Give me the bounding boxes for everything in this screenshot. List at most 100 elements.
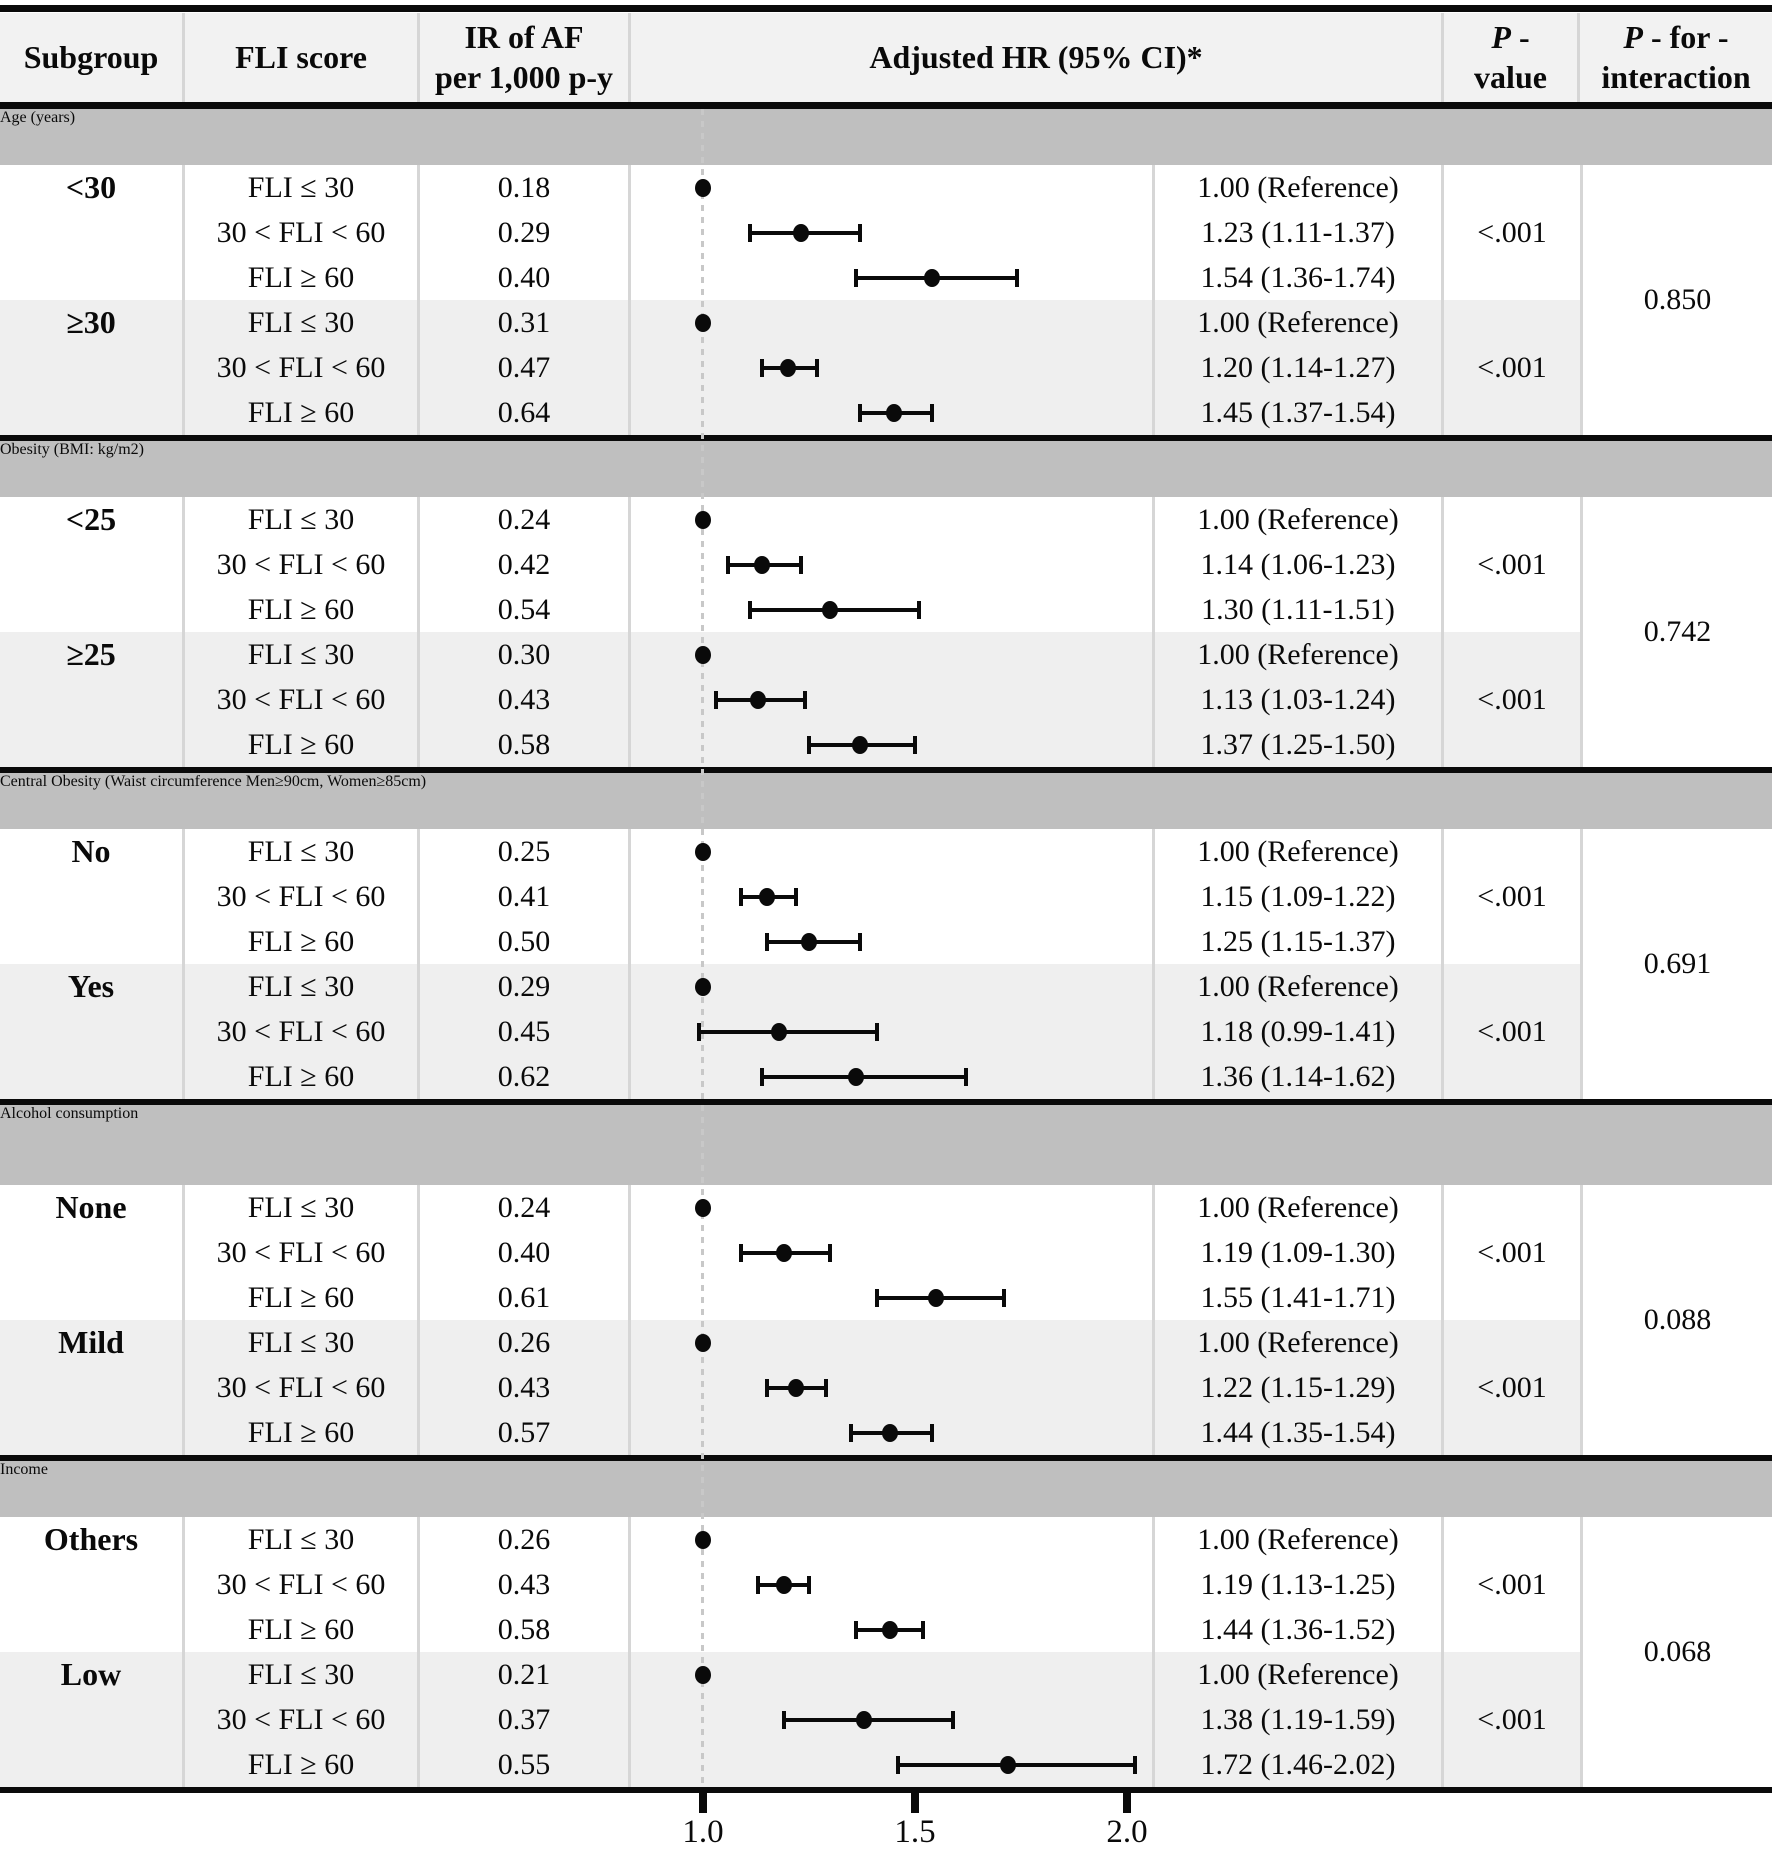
- hr-ci-text: 1.19 (1.09-1.30): [1200, 1236, 1396, 1269]
- subgroup-label-cell: No: [0, 829, 185, 964]
- x-axis-line: [0, 1787, 1772, 1793]
- fli-range-label: FLI ≤ 30: [247, 306, 355, 339]
- hr-ci-text: 1.22 (1.15-1.29): [1200, 1371, 1396, 1404]
- ci-cap-right: [807, 1576, 811, 1594]
- column-header-p-value-label: P - value: [1474, 19, 1547, 95]
- subgroup-label: Yes: [67, 968, 115, 1004]
- section-separator: [0, 1455, 1772, 1461]
- ir-value: 0.62: [497, 1060, 551, 1093]
- hr-ci-text: 1.18 (0.99-1.41): [1200, 1015, 1396, 1048]
- hr-ci-text: 1.72 (1.46-2.02): [1200, 1748, 1396, 1781]
- hr-text-cell: 1.00 (Reference) 1.13 (1.03-1.24) 1.37 (1.…: [1155, 632, 1444, 767]
- hr-text-cell: 1.00 (Reference) 1.14 (1.06-1.23) 1.30 (1.…: [1155, 497, 1444, 632]
- ci-cap-right: [857, 933, 862, 951]
- p-value-cell: <.001: [1444, 964, 1580, 1099]
- column-header-adjusted-hr: Adjusted HR (95% CI)*: [631, 13, 1444, 102]
- p-value: <.001: [1477, 879, 1547, 913]
- ci-cap-left: [696, 1023, 701, 1041]
- fli-range-label: FLI ≤ 30: [247, 1326, 355, 1359]
- subgroup-label-cell: Yes: [0, 964, 185, 1099]
- fli-range-label: FLI ≤ 30: [247, 1191, 355, 1224]
- hr-ci-text: 1.54 (1.36-1.74): [1200, 261, 1396, 294]
- ci-cap-right: [815, 359, 820, 377]
- ci-cap-left: [760, 359, 765, 377]
- hr-ci-text: 1.00 (Reference): [1197, 171, 1399, 204]
- hr-point-marker: [775, 1576, 792, 1594]
- p-value: <.001: [1477, 215, 1547, 249]
- p-value-cell: <.001: [1444, 1320, 1580, 1455]
- hr-ci-text: 1.38 (1.19-1.59): [1200, 1703, 1396, 1736]
- ir-value: 0.50: [497, 925, 551, 958]
- hr-ci-text: 1.13 (1.03-1.24): [1200, 683, 1396, 716]
- hr-point-marker: [695, 646, 711, 664]
- subgroup-label: <30: [65, 169, 117, 205]
- fli-range-label: FLI ≥ 60: [247, 1613, 355, 1646]
- ci-cap-left: [756, 1576, 761, 1594]
- hr-ci-text: 1.00 (Reference): [1197, 1191, 1399, 1224]
- ir-value: 0.43: [497, 683, 551, 716]
- fli-range-label: FLI ≤ 30: [247, 171, 355, 204]
- section-header-label: Income: [0, 1461, 48, 1478]
- fli-range-label: FLI ≥ 60: [247, 728, 355, 761]
- fli-range-label: FLI ≤ 30: [247, 1523, 355, 1556]
- ir-value: 0.29: [497, 970, 551, 1003]
- hr-point-marker: [750, 691, 767, 709]
- ci-cap-right: [951, 1711, 956, 1729]
- column-header-subgroup-label: Subgroup: [23, 38, 159, 75]
- hr-ci-text: 1.37 (1.25-1.50): [1200, 728, 1396, 761]
- ir-value: 0.61: [497, 1281, 551, 1314]
- ci-cap-left: [853, 1621, 858, 1639]
- ir-value: 0.54: [497, 593, 551, 626]
- hr-ci-text: 1.15 (1.09-1.22): [1200, 880, 1396, 913]
- ir-value: 0.40: [497, 261, 551, 294]
- reference-line: [701, 109, 704, 1787]
- ci-cap-right: [857, 224, 862, 242]
- subgroup-label: Others: [43, 1521, 139, 1557]
- p-value: <.001: [1477, 682, 1547, 716]
- section-header: Central Obesity (Waist circumference Men…: [0, 773, 1772, 829]
- ci-cap-right: [1002, 1289, 1007, 1307]
- hr-point-marker: [851, 736, 868, 754]
- ci-cap-left: [739, 1244, 744, 1262]
- p-value: <.001: [1477, 1370, 1547, 1404]
- p-value-cell: <.001: [1444, 1517, 1580, 1652]
- section-header: Obesity (BMI: kg/m2): [0, 441, 1772, 497]
- ci-cap-left: [807, 736, 811, 754]
- x-axis-tick: [1123, 1793, 1131, 1813]
- section-header-label: Age (years): [0, 109, 76, 126]
- hr-point-marker: [695, 511, 711, 529]
- p-interaction-cell: 0.850: [1580, 165, 1772, 435]
- ci-cap-right: [828, 1244, 833, 1262]
- hr-ci-text: 1.00 (Reference): [1197, 835, 1399, 868]
- fli-score-cell: FLI ≤ 30 30 < FLI < 60 FLI ≥ 60: [185, 165, 420, 300]
- forest-plot-cell: [631, 1320, 1155, 1455]
- ir-value: 0.25: [497, 835, 551, 868]
- hr-text-cell: 1.00 (Reference) 1.19 (1.09-1.30) 1.55 (1.…: [1155, 1185, 1444, 1320]
- column-header-ir-label: IR of AF per 1,000 p-y: [434, 19, 614, 95]
- ir-value: 0.43: [497, 1371, 551, 1404]
- hr-point-marker: [788, 1379, 805, 1397]
- section-header-label: Obesity (BMI: kg/m2): [0, 441, 144, 458]
- ir-value: 0.40: [497, 1236, 551, 1269]
- hr-point-marker: [779, 359, 796, 377]
- ci-cap-right: [913, 736, 917, 754]
- ci-cap-right: [1133, 1756, 1138, 1774]
- forest-plot-cell: [631, 1652, 1155, 1787]
- fli-range-label: 30 < FLI < 60: [216, 216, 386, 249]
- hr-text-cell: 1.00 (Reference) 1.22 (1.15-1.29) 1.44 (1.…: [1155, 1320, 1444, 1455]
- subgroup-block: Yes FLI ≤ 30 30 < FLI < 60 FLI ≥ 60 0.29 0.45…: [0, 964, 1580, 1099]
- forest-plot-cell: [631, 964, 1155, 1099]
- p-value-cell: <.001: [1444, 497, 1580, 632]
- fli-range-label: FLI ≥ 60: [247, 1416, 355, 1449]
- ir-value: 0.43: [497, 1568, 551, 1601]
- ci-cap-right: [823, 1379, 828, 1397]
- hr-point-marker: [923, 269, 940, 287]
- fli-range-label: FLI ≥ 60: [247, 261, 355, 294]
- hr-point-marker: [758, 888, 775, 906]
- ir-cell: 0.26 0.43 0.57: [420, 1320, 631, 1455]
- forest-plot-cell: [631, 497, 1155, 632]
- hr-point-marker: [695, 1334, 711, 1352]
- subgroup-label: Mild: [58, 1324, 124, 1360]
- subgroup-label-cell: <30: [0, 165, 185, 300]
- ci-cap-right: [1014, 269, 1019, 287]
